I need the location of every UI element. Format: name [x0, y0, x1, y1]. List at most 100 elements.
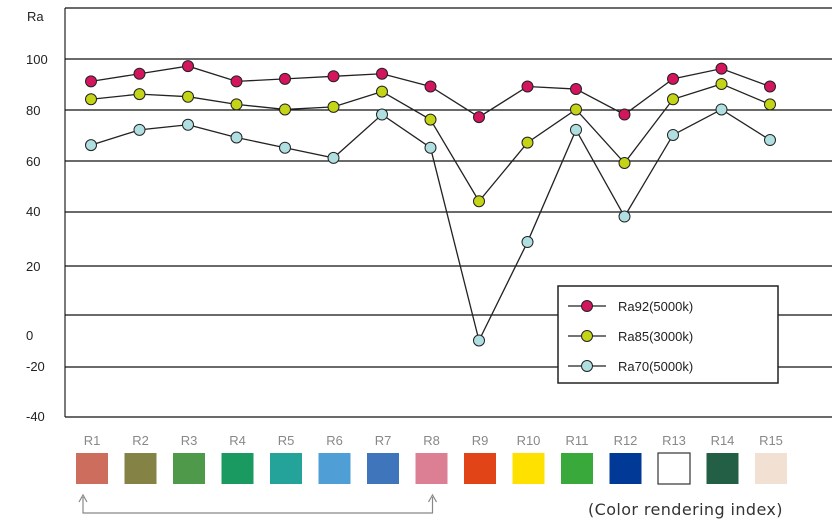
y-tick-label: 100 [26, 52, 48, 67]
data-point [667, 93, 679, 106]
gridlines [65, 7, 832, 418]
legend-marker [581, 360, 593, 372]
color-swatch [415, 453, 448, 484]
data-point [667, 128, 679, 141]
x-tick-label: R8 [423, 433, 440, 448]
data-point [327, 151, 340, 164]
data-point [327, 100, 340, 113]
data-point [764, 134, 776, 147]
data-point [715, 103, 728, 116]
data-point [376, 108, 388, 121]
x-axis-caption: (Color rendering index) [588, 500, 783, 519]
data-point [618, 157, 631, 169]
color-swatches [76, 452, 787, 485]
x-tick-label: R2 [132, 433, 149, 448]
y-tick-labels: 100 80 60 40 20 0 -20 -40 [26, 52, 48, 424]
y-tick-label: 80 [26, 103, 40, 118]
data-point [85, 139, 97, 152]
data-point [618, 108, 631, 121]
color-swatch [124, 453, 157, 484]
data-point [85, 75, 97, 88]
data-point [473, 111, 485, 124]
data-point [182, 118, 194, 131]
x-tick-label: R7 [375, 433, 392, 448]
data-point [521, 80, 534, 93]
x-tick-label: R13 [662, 433, 686, 448]
y-tick-label: 20 [26, 259, 40, 274]
y-tick-label: 60 [26, 154, 40, 169]
data-point [327, 70, 340, 83]
data-point [570, 83, 582, 96]
data-point [424, 80, 437, 93]
y-tick-label: -20 [26, 359, 45, 374]
legend-marker [581, 300, 593, 312]
r1-r8-bracket [78, 493, 438, 514]
legend-box [557, 285, 779, 384]
color-swatch [318, 453, 351, 484]
legend: Ra92(5000k) Ra85(3000k) Ra70(5000k) [557, 285, 779, 384]
x-tick-label: R5 [278, 433, 295, 448]
legend-marker [581, 330, 593, 342]
data-point [230, 98, 243, 111]
legend-label: Ra85(3000k) [618, 329, 693, 344]
data-point [764, 98, 776, 111]
color-swatch [561, 453, 593, 484]
color-swatch [657, 452, 691, 485]
data-point [279, 72, 291, 85]
data-point [521, 136, 534, 149]
y-tick-label: 40 [26, 204, 40, 219]
data-point [715, 77, 728, 90]
x-tick-label: R1 [84, 433, 101, 448]
y-tick-label: 0 [26, 328, 33, 343]
x-tick-label: R4 [229, 433, 246, 448]
data-point [521, 236, 534, 249]
data-point [473, 195, 485, 208]
color-swatch [755, 453, 787, 484]
x-tick-label: R14 [711, 433, 735, 448]
x-tick-label: R9 [472, 433, 489, 448]
legend-label: Ra92(5000k) [618, 299, 693, 314]
data-point [618, 210, 631, 223]
x-tick-label: R3 [181, 433, 198, 448]
data-point [764, 80, 776, 93]
color-swatch [464, 453, 496, 484]
data-point [133, 88, 146, 101]
x-tick-label: R10 [517, 433, 541, 448]
color-swatch [512, 453, 545, 484]
color-swatch [173, 453, 205, 484]
data-point [85, 93, 97, 106]
x-tick-label: R12 [614, 433, 638, 448]
bracket-line [82, 497, 434, 514]
data-point [715, 62, 728, 75]
x-tick-label: R6 [326, 433, 343, 448]
data-point [376, 85, 388, 98]
color-swatch [270, 453, 302, 484]
data-point [376, 67, 388, 80]
data-point [424, 113, 437, 126]
legend-label: Ra70(5000k) [618, 359, 693, 374]
color-swatch [76, 453, 108, 484]
y-axis-title: Ra [27, 9, 44, 24]
color-swatch [221, 453, 254, 484]
bracket-arrowhead [78, 493, 88, 503]
data-point [570, 103, 582, 116]
color-swatch [706, 453, 739, 484]
data-point [473, 334, 485, 347]
x-tick-labels: R1 R2 R3 R4 R5 R6 R7 R8 R9 R10 R11 R12 R13 R14 R15 [84, 433, 783, 448]
data-point [424, 141, 437, 154]
data-point [182, 90, 194, 103]
data-point [667, 72, 679, 85]
data-point [133, 67, 146, 80]
data-point [230, 75, 243, 88]
data-point [279, 103, 291, 116]
y-tick-label: -40 [26, 409, 45, 424]
color-swatch [367, 453, 399, 484]
data-point [570, 123, 582, 136]
x-tick-label: R11 [566, 433, 589, 448]
bracket-arrowhead [427, 493, 438, 503]
data-point [230, 131, 243, 144]
data-point [133, 123, 146, 136]
data-point [279, 141, 291, 154]
series-points [85, 60, 776, 347]
